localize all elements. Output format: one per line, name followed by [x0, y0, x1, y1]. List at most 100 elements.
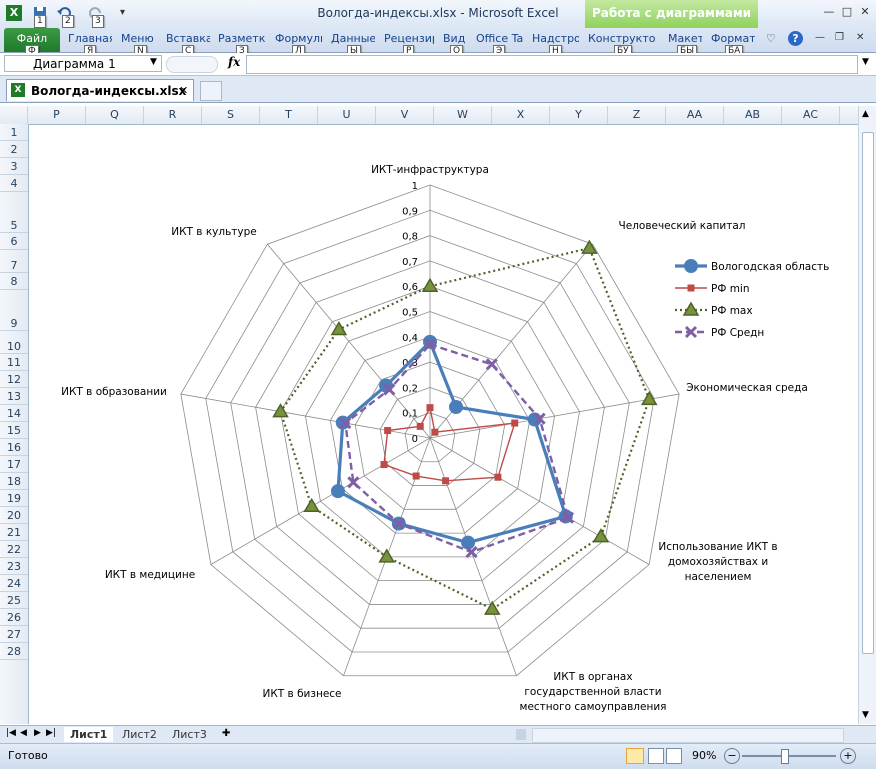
qat-customize-icon[interactable]: ▾	[120, 7, 126, 18]
row-header[interactable]: 24	[0, 575, 28, 592]
zoom-level[interactable]: 90%	[692, 749, 717, 762]
row-header[interactable]: 22	[0, 541, 28, 558]
tab-addins[interactable]: Надстройки	[532, 32, 579, 45]
tab-page-layout[interactable]: Разметка	[218, 32, 266, 45]
vertical-scrollbar[interactable]: ▲ ▼	[858, 106, 876, 724]
page-layout-view-icon[interactable]	[648, 748, 664, 764]
column-header[interactable]: R	[144, 106, 202, 124]
column-header[interactable]: V	[376, 106, 434, 124]
column-header[interactable]: T	[260, 106, 318, 124]
maximize-button[interactable]: □	[841, 5, 853, 18]
row-header[interactable]: 12	[0, 371, 28, 388]
column-header[interactable]: Z	[608, 106, 666, 124]
next-sheet-icon[interactable]: ▶	[34, 728, 41, 738]
row-header[interactable]: 3	[0, 158, 28, 175]
row-header[interactable]: 2	[0, 141, 28, 158]
row-header[interactable]: 7	[0, 250, 28, 273]
doc-minimize-button[interactable]: —	[815, 32, 825, 43]
row-header[interactable]: 1	[0, 124, 28, 141]
first-sheet-icon[interactable]: |◀	[6, 728, 16, 738]
row-header[interactable]: 27	[0, 626, 28, 643]
row-header[interactable]: 18	[0, 473, 28, 490]
tab-menu[interactable]: Меню	[121, 32, 154, 45]
doc-close-button[interactable]: ✕	[856, 32, 865, 43]
row-header[interactable]: 20	[0, 507, 28, 524]
row-header[interactable]: 5	[0, 192, 28, 233]
help-icon[interactable]: ?	[788, 31, 803, 46]
radar-chart[interactable]: 0 0,1 0,2 0,3 0,4 0,5 0,6 0,7 0,8 0,9 1 ИКТ-инфраст…	[30, 125, 856, 723]
row-header[interactable]: 25	[0, 592, 28, 609]
horizontal-scrollbar[interactable]	[532, 728, 844, 743]
row-header[interactable]: 14	[0, 405, 28, 422]
row-header[interactable]: 13	[0, 388, 28, 405]
tab-home[interactable]: Главная	[68, 32, 112, 45]
row-header[interactable]: 9	[0, 290, 28, 331]
data-point	[383, 383, 396, 396]
row-header[interactable]: 23	[0, 558, 28, 575]
row-header[interactable]: 6	[0, 233, 28, 250]
insert-function-icon[interactable]: fx	[228, 55, 241, 69]
row-header[interactable]: 4	[0, 175, 28, 192]
page-break-view-icon[interactable]	[666, 748, 682, 764]
row-header[interactable]: 16	[0, 439, 28, 456]
column-header[interactable]: W	[434, 106, 492, 124]
normal-view-icon[interactable]	[626, 748, 644, 764]
row-header[interactable]: 28	[0, 643, 28, 660]
insert-sheet-icon[interactable]: ✚	[222, 728, 231, 739]
column-header[interactable]: AC	[782, 106, 840, 124]
tab-review[interactable]: Рецензирование	[384, 32, 434, 45]
zoom-slider-thumb[interactable]	[781, 749, 790, 764]
prev-sheet-icon[interactable]: ◀	[20, 728, 27, 738]
status-bar: Готово 90% − +	[0, 743, 876, 769]
row-header[interactable]: 15	[0, 422, 28, 439]
scroll-down-icon[interactable]: ▼	[862, 710, 869, 720]
column-header[interactable]: Q	[86, 106, 144, 124]
zoom-out-icon[interactable]: −	[724, 748, 740, 764]
tab-office-tab[interactable]: Office Tab	[476, 32, 523, 45]
new-doc-tab-icon[interactable]	[200, 81, 222, 101]
name-box-dropdown-icon[interactable]: ▼	[150, 57, 157, 67]
data-point	[640, 390, 658, 406]
tab-format[interactable]: Формат	[711, 32, 755, 45]
scroll-up-icon[interactable]: ▲	[862, 109, 869, 119]
excel-app-icon[interactable]: X	[6, 5, 22, 21]
tab-data[interactable]: Данные	[331, 32, 375, 45]
doc-tab-active[interactable]: X Вологда-индексы.xlsx ✕	[6, 79, 194, 101]
row-header[interactable]: 8	[0, 273, 28, 290]
select-all-corner[interactable]	[0, 106, 28, 124]
last-sheet-icon[interactable]: ▶|	[46, 728, 56, 738]
row-header[interactable]: 21	[0, 524, 28, 541]
row-header[interactable]: 10	[0, 331, 28, 354]
minimize-ribbon-icon[interactable]: ♡	[766, 32, 776, 45]
doc-tab-close-icon[interactable]: ✕	[179, 84, 189, 97]
row-header[interactable]: 26	[0, 609, 28, 626]
column-header[interactable]: P	[28, 106, 86, 124]
expand-formula-bar-icon[interactable]: ▼	[862, 57, 869, 67]
column-header[interactable]: S	[202, 106, 260, 124]
minimize-button[interactable]: —	[823, 5, 835, 18]
scroll-thumb[interactable]	[862, 132, 874, 654]
column-header[interactable]: AB	[724, 106, 782, 124]
sheet-tab-2[interactable]: Лист2	[122, 728, 157, 741]
tab-split-handle[interactable]	[516, 729, 526, 740]
row-header[interactable]: 11	[0, 354, 28, 371]
tab-layout[interactable]: Макет	[668, 32, 702, 45]
column-header[interactable]: Y	[550, 106, 608, 124]
doc-restore-button[interactable]: ❐	[835, 32, 844, 43]
formula-input[interactable]	[246, 55, 858, 74]
sheet-tab-1[interactable]: Лист1	[64, 727, 114, 742]
close-button[interactable]: ✕	[860, 5, 870, 18]
column-header[interactable]: AA	[666, 106, 724, 124]
name-box[interactable]: Диаграмма 1	[4, 55, 162, 72]
zoom-in-icon[interactable]: +	[840, 748, 856, 764]
tab-formulas[interactable]: Формулы	[275, 32, 322, 45]
formula-divider-handle[interactable]	[166, 56, 218, 73]
tab-insert[interactable]: Вставка	[166, 32, 210, 45]
tab-design[interactable]: Конструктор	[588, 32, 656, 45]
column-header[interactable]: U	[318, 106, 376, 124]
sheet-tab-3[interactable]: Лист3	[172, 728, 207, 741]
column-header[interactable]: X	[492, 106, 550, 124]
tab-view[interactable]: Вид	[443, 32, 466, 45]
row-header[interactable]: 17	[0, 456, 28, 473]
row-header[interactable]: 19	[0, 490, 28, 507]
